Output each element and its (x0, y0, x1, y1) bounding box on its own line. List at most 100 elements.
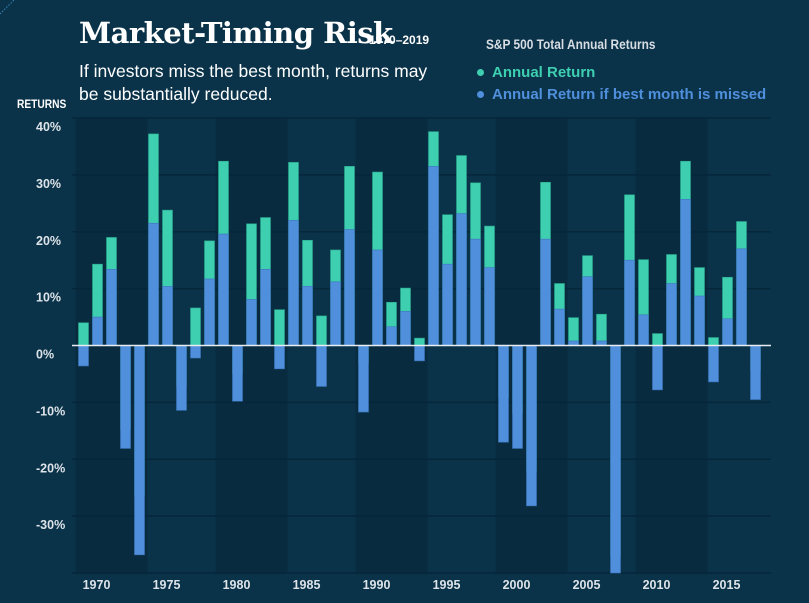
bar-group-2013 (680, 160, 691, 346)
bar-group-1994 (414, 337, 425, 362)
bar-group-1999 (484, 225, 495, 346)
bar-group-1997 (456, 155, 467, 346)
x-axis-ticks: 1970 1975 1980 1985 1990 1995 2000 2005 2010 2015 (83, 578, 741, 592)
bar-group-2012 (666, 254, 677, 346)
bar-missed-best-month (120, 345, 131, 449)
bar-missed-best-month (372, 249, 383, 346)
y-tick-label: 40% (36, 120, 61, 134)
legend-item-annual-return: Annual Return (477, 64, 595, 81)
legend-dot-icon (477, 91, 484, 98)
bar-missed-best-month (512, 345, 523, 449)
bar-missed-best-month (358, 345, 369, 413)
bar-group-1998 (470, 182, 481, 346)
bar-group-2006 (582, 255, 593, 346)
x-tick-label: 1985 (293, 578, 321, 592)
bar-group-1970 (78, 322, 89, 367)
x-tick-label: 1990 (363, 578, 391, 592)
bar-group-1988 (330, 249, 341, 346)
bar-group-1995 (428, 131, 439, 346)
bar-group-1977 (176, 345, 187, 411)
bar-group-1979 (204, 240, 215, 346)
date-range: 1970–2019 (369, 33, 430, 47)
bar-annual-return (414, 337, 425, 346)
bar-missed-best-month (386, 326, 397, 346)
bar-group-2000 (498, 345, 509, 443)
bar-missed-best-month (582, 276, 593, 346)
bar-group-1976 (162, 209, 173, 346)
bar-group-2007 (596, 313, 607, 346)
chart-subtitle: If investors miss the best month, return… (79, 61, 428, 104)
bar-group-1985 (288, 162, 299, 346)
bar-group-2001 (512, 345, 523, 449)
bar-missed-best-month (218, 233, 229, 346)
bar-missed-best-month (610, 345, 621, 574)
y-tick-label: -10% (36, 404, 65, 418)
bar-annual-return (316, 315, 327, 346)
x-tick-label: 1995 (433, 578, 461, 592)
y-tick-label: -20% (36, 461, 65, 475)
bar-missed-best-month (442, 263, 453, 346)
y-tick-label: 0% (36, 348, 54, 362)
y-tick-label: 10% (36, 291, 61, 305)
x-tick-label: 2010 (643, 578, 671, 592)
legend-item-missed-best-month: Annual Return if best month is missed (477, 86, 766, 103)
chart-title: Market-Timing Risk (79, 16, 393, 50)
bar-group-2016 (722, 276, 733, 346)
bar-group-2004 (554, 283, 565, 346)
bar-annual-return (274, 309, 285, 346)
y-tick-label: 20% (36, 234, 61, 248)
bar-missed-best-month (750, 345, 761, 400)
bar-group-1975 (148, 133, 159, 346)
bar-group-1984 (274, 309, 285, 370)
bar-annual-return (708, 337, 719, 346)
bar-missed-best-month (246, 299, 257, 346)
bar-group-1983 (260, 217, 271, 346)
bar-group-2005 (568, 317, 579, 346)
bar-group-1986 (302, 239, 313, 346)
bar-missed-best-month (526, 345, 537, 507)
bar-group-2002 (526, 345, 537, 507)
gridlines (72, 117, 771, 574)
bar-group-1987 (316, 315, 327, 387)
bar-missed-best-month (680, 199, 691, 346)
bar-missed-best-month (736, 248, 747, 346)
x-tick-label: 1970 (83, 578, 111, 592)
bar-missed-best-month (540, 238, 551, 346)
bar-group-1990 (358, 345, 369, 413)
x-tick-label: 1980 (223, 578, 251, 592)
bar-missed-best-month (666, 283, 677, 346)
x-tick-label: 2005 (573, 578, 601, 592)
legend-label: Annual Return if best month is missed (492, 86, 767, 103)
bar-missed-best-month (694, 295, 705, 346)
bar-group-1996 (442, 214, 453, 346)
bar-group-2003 (540, 181, 551, 346)
legend-label: Annual Return (492, 64, 596, 81)
legend-dot-icon (477, 69, 484, 76)
bar-missed-best-month (260, 268, 271, 346)
bar-group-2014 (694, 267, 705, 346)
bar-missed-best-month (78, 345, 89, 367)
bar-group-2017 (736, 221, 747, 346)
bar-missed-best-month (232, 345, 243, 402)
bar-group-2015 (708, 337, 719, 383)
bar-group-2010 (638, 259, 649, 346)
bar-group-1974 (134, 345, 145, 556)
bar-missed-best-month (470, 238, 481, 346)
bar-group-1973 (120, 345, 131, 449)
bar-group-1989 (344, 166, 355, 346)
bar-missed-best-month (456, 213, 467, 346)
bar-group-1981 (232, 345, 243, 402)
bar-missed-best-month (288, 220, 299, 346)
bar-missed-best-month (106, 268, 117, 346)
bar-group-2018 (750, 345, 761, 400)
bar-missed-best-month (722, 318, 733, 346)
y-axis-ticks: 40% 30% 20% 10% 0% -10% -20% -30% (36, 120, 65, 532)
x-tick-label: 1975 (153, 578, 181, 592)
bar-group-1978 (190, 307, 201, 359)
bar-missed-best-month (302, 286, 313, 346)
bar-missed-best-month (204, 278, 215, 346)
bar-annual-return (78, 322, 89, 346)
bar-group-1971 (92, 263, 103, 346)
bar-group-1972 (106, 237, 117, 346)
bar-missed-best-month (638, 314, 649, 346)
